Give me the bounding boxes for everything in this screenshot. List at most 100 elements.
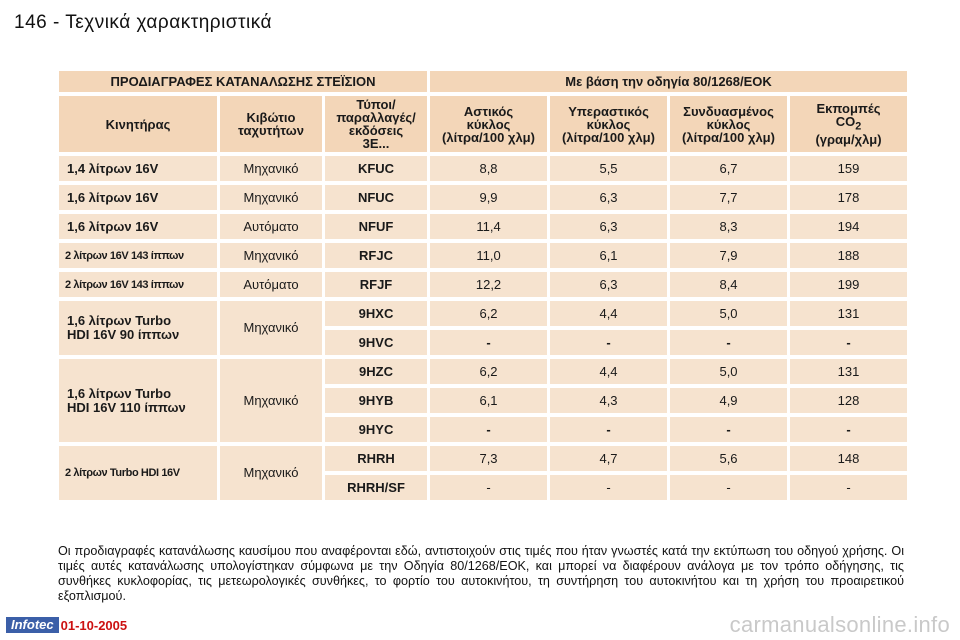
col-header-types: Τύποι/παραλλαγές/εκδόσεις 3E...	[325, 96, 428, 152]
combined-cell: 5,0	[670, 301, 788, 326]
extra-urban-cell: 4,4	[550, 359, 668, 384]
type-code-cell: 9HZC	[325, 359, 428, 384]
extra-urban-cell: -	[550, 330, 668, 355]
type-code-cell: 9HXC	[325, 301, 428, 326]
extra-urban-cell: 4,4	[550, 301, 668, 326]
engine-cell: 1,6 λίτρων 16V	[59, 185, 217, 210]
type-code-cell: 9HYC	[325, 417, 428, 442]
group-header-right: Με βάση την οδηγία 80/1268/ΕΟΚ	[430, 71, 908, 92]
type-code-cell: KFUC	[325, 156, 428, 181]
extra-urban-cell: 6,3	[550, 185, 668, 210]
gearbox-cell: Μηχανικό	[220, 446, 322, 500]
co2-cell: 188	[790, 243, 908, 268]
urban-cell: 9,9	[430, 185, 548, 210]
watermark: carmanualsonline.info	[729, 612, 950, 637]
footnote-text: Οι προδιαγραφές κατανάλωσης καυσίμου που…	[58, 544, 904, 603]
urban-cell: 12,2	[430, 272, 548, 297]
table-row: 1,6 λίτρων Turbo HDI 16V 90 ίππων Μηχανικ…	[59, 301, 908, 355]
extra-urban-cell: 6,1	[550, 243, 668, 268]
gearbox-cell: Αυτόματο	[220, 272, 322, 297]
table-row: 2 λίτρων Turbo HDI 16V Μηχανικό RHRH 7,3…	[59, 446, 908, 500]
extra-urban-cell: 4,7	[550, 446, 668, 471]
combined-cell: 5,0	[670, 359, 788, 384]
gearbox-cell: Μηχανικό	[220, 359, 322, 442]
type-code-cell: 9HYB	[325, 388, 428, 413]
extra-urban-cell: 5,5	[550, 156, 668, 181]
urban-cell: 6,1	[430, 388, 548, 413]
co2-cell: -	[790, 475, 908, 500]
extra-urban-cell: 4,3	[550, 388, 668, 413]
co2-cell: 128	[790, 388, 908, 413]
co2-cell: -	[790, 330, 908, 355]
combined-cell: -	[670, 330, 788, 355]
col-header-co2: Εκπομπές CO2 (γραμ/χλμ)	[790, 96, 908, 152]
urban-cell: 11,4	[430, 214, 548, 239]
type-code-cell: RFJC	[325, 243, 428, 268]
type-code-cell: NFUC	[325, 185, 428, 210]
engine-cell: 2 λίτρων 16V 143 ίππων	[59, 243, 217, 268]
combined-cell: 7,9	[670, 243, 788, 268]
table-row: 9HYB 6,1 4,3 4,9 128	[59, 388, 908, 413]
infotec-logo: Infotec	[6, 617, 59, 633]
table-row: RHRH/SF - - - -	[59, 475, 908, 500]
engine-cell: 2 λίτρων 16V 143 ίππων	[59, 272, 217, 297]
table-row: 9HYC - - - -	[59, 417, 908, 442]
extra-urban-cell: 6,3	[550, 272, 668, 297]
co2-cell: 199	[790, 272, 908, 297]
combined-cell: 8,3	[670, 214, 788, 239]
extra-urban-cell: 6,3	[550, 214, 668, 239]
co2-cell: 131	[790, 359, 908, 384]
urban-cell: 8,8	[430, 156, 548, 181]
table-row: 1,6 λίτρων 16V Μηχανικό NFUC 9,9 6,3 7,7…	[59, 185, 908, 210]
group-header-left: ΠΡΟΔΙΑΓΡΑΦΕΣ ΚΑΤΑΝΑΛΩΣΗΣ ΣΤΕΪΣΙΟΝ	[59, 71, 428, 92]
gearbox-cell: Μηχανικό	[220, 185, 322, 210]
combined-cell: 6,7	[670, 156, 788, 181]
urban-cell: 7,3	[430, 446, 548, 471]
combined-cell: 5,6	[670, 446, 788, 471]
engine-cell: 1,4 λίτρων 16V	[59, 156, 217, 181]
combined-cell: -	[670, 417, 788, 442]
type-code-cell: 9HVC	[325, 330, 428, 355]
co2-cell: 194	[790, 214, 908, 239]
gearbox-cell: Μηχανικό	[220, 243, 322, 268]
extra-urban-cell: -	[550, 417, 668, 442]
table-row: 1,4 λίτρων 16V Μηχανικό KFUC 8,8 5,5 6,7…	[59, 156, 908, 181]
col-header-urban: Αστικός κύκλος (λίτρα/100 χλμ)	[430, 96, 548, 152]
type-code-cell: NFUF	[325, 214, 428, 239]
urban-cell: -	[430, 417, 548, 442]
gearbox-cell: Μηχανικό	[220, 301, 322, 355]
urban-cell: -	[430, 330, 548, 355]
footer-date: 01-10-2005	[60, 617, 128, 633]
gearbox-cell: Αυτόματο	[220, 214, 322, 239]
engine-cell: 2 λίτρων Turbo HDI 16V	[59, 446, 217, 500]
table-row: 2 λίτρων 16V 143 ίππων Μηχανικό RFJC 11,…	[59, 243, 908, 268]
urban-cell: -	[430, 475, 548, 500]
table-row: 2 λίτρων 16V 143 ίππων Αυτόματο RFJF 12,…	[59, 272, 908, 297]
combined-cell: 8,4	[670, 272, 788, 297]
type-code-cell: RHRH	[325, 446, 428, 471]
combined-cell: 7,7	[670, 185, 788, 210]
col-header-extra-urban: Υπεραστικός κύκλος (λίτρα/100 χλμ)	[550, 96, 668, 152]
gearbox-cell: Μηχανικό	[220, 156, 322, 181]
footer: Infotec 01-10-2005	[6, 617, 127, 633]
combined-cell: 4,9	[670, 388, 788, 413]
type-code-cell: RHRH/SF	[325, 475, 428, 500]
table-row: 1,6 λίτρων 16V Αυτόματο NFUF 11,4 6,3 8,…	[59, 214, 908, 239]
engine-cell: 1,6 λίτρων Turbo HDI 16V 110 ίππων	[59, 359, 217, 442]
consumption-table: ΠΡΟΔΙΑΓΡΑΦΕΣ ΚΑΤΑΝΑΛΩΣΗΣ ΣΤΕΪΣΙΟΝ Με βάσ…	[56, 67, 910, 504]
extra-urban-cell: -	[550, 475, 668, 500]
co2-cell: 178	[790, 185, 908, 210]
col-header-engine: Κινητήρας	[59, 96, 217, 152]
co2-cell: 148	[790, 446, 908, 471]
page-title: 146 - Τεχνικά χαρακτηριστικά	[14, 12, 273, 33]
type-code-cell: RFJF	[325, 272, 428, 297]
urban-cell: 6,2	[430, 301, 548, 326]
urban-cell: 6,2	[430, 359, 548, 384]
engine-cell: 1,6 λίτρων 16V	[59, 214, 217, 239]
col-header-combined: Συνδυασμένος κύκλος (λίτρα/100 χλμ)	[670, 96, 788, 152]
engine-cell: 1,6 λίτρων Turbo HDI 16V 90 ίππων	[59, 301, 217, 355]
co2-cell: 159	[790, 156, 908, 181]
combined-cell: -	[670, 475, 788, 500]
table-row: 9HVC - - - -	[59, 330, 908, 355]
co2-cell: 131	[790, 301, 908, 326]
